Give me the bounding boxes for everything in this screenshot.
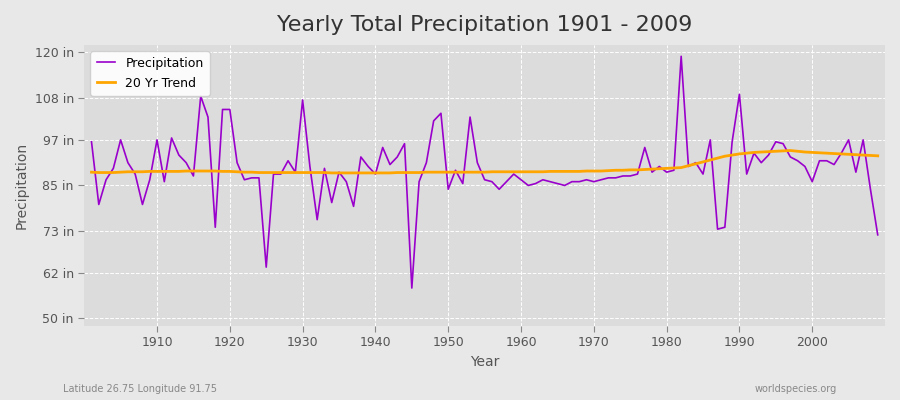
20 Yr Trend (304, 170, 315, 175)
Precipitation (610, 176, 621, 180)
X-axis label: Year: Year (470, 355, 500, 369)
Precipitation (144, 177, 155, 182)
Precipitation (523, 183, 534, 188)
Precipitation (348, 204, 359, 209)
20 Yr Trend (327, 170, 338, 175)
Line: 20 Yr Trend: 20 Yr Trend (92, 150, 878, 173)
20 Yr Trend (144, 169, 155, 174)
Text: Latitude 26.75 Longitude 91.75: Latitude 26.75 Longitude 91.75 (63, 384, 217, 394)
Precipitation (676, 54, 687, 59)
20 Yr Trend (356, 170, 366, 175)
Precipitation (86, 139, 97, 144)
Precipitation (407, 286, 418, 290)
Y-axis label: Precipitation: Precipitation (15, 142, 29, 229)
Precipitation (872, 232, 883, 237)
20 Yr Trend (523, 169, 534, 174)
20 Yr Trend (516, 169, 526, 174)
20 Yr Trend (610, 168, 621, 173)
Precipitation (516, 177, 526, 182)
20 Yr Trend (785, 148, 796, 153)
Text: worldspecies.org: worldspecies.org (755, 384, 837, 394)
Line: Precipitation: Precipitation (92, 56, 878, 288)
Precipitation (304, 164, 315, 169)
Legend: Precipitation, 20 Yr Trend: Precipitation, 20 Yr Trend (91, 51, 210, 96)
20 Yr Trend (86, 170, 97, 174)
Title: Yearly Total Precipitation 1901 - 2009: Yearly Total Precipitation 1901 - 2009 (277, 15, 692, 35)
20 Yr Trend (872, 154, 883, 158)
